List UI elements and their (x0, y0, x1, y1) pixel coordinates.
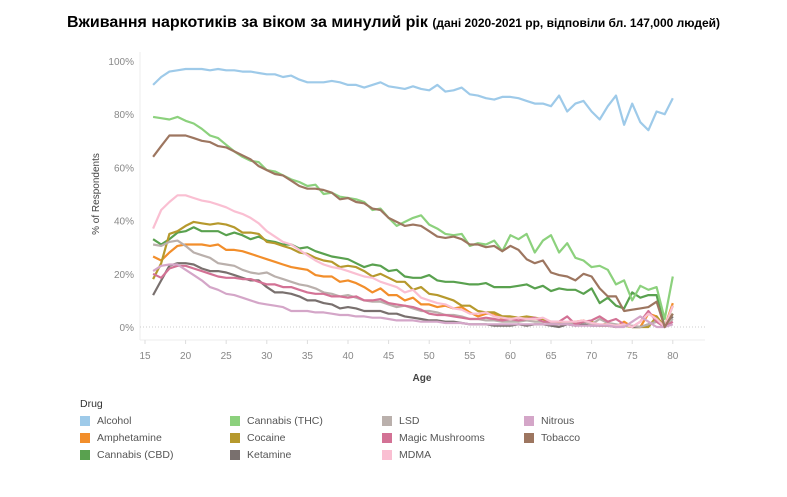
x-tick-label: 15 (139, 351, 151, 362)
x-tick-label: 55 (464, 351, 476, 362)
x-tick-label: 20 (180, 351, 192, 362)
legend-label: Magic Mushrooms (399, 431, 485, 444)
legend-item[interactable]: Magic Mushrooms (382, 431, 524, 444)
x-tick-label: 50 (424, 351, 436, 362)
legend-swatch (230, 415, 240, 426)
legend-item[interactable]: LSD (382, 414, 524, 427)
legend-label: Cannabis (THC) (247, 414, 323, 427)
series-line-lsd (152, 239, 674, 329)
legend-item[interactable]: Alcohol (80, 414, 230, 427)
x-tick-label: 45 (383, 351, 395, 362)
series-line-amphetamine (152, 243, 674, 329)
x-tick-label: 40 (342, 351, 354, 362)
x-tick-label: 30 (261, 351, 273, 362)
legend: Drug Alcohol Cannabis (THC) LSD Nitrous Amph… (80, 398, 644, 461)
legend-label: Nitrous (541, 414, 575, 427)
legend-item[interactable]: Tobacco (524, 431, 644, 444)
legend-label: Cannabis (CBD) (97, 448, 174, 461)
legend-swatch (524, 432, 534, 443)
x-tick-label: 60 (505, 351, 517, 362)
x-tick-label: 35 (302, 351, 314, 362)
x-tick-label: 25 (221, 351, 233, 362)
legend-item[interactable]: Cannabis (THC) (230, 414, 382, 427)
legend-swatch (80, 415, 90, 426)
y-tick-label: 80% (114, 110, 134, 121)
x-tick-label: 65 (545, 351, 557, 362)
x-axis-label: Age (413, 373, 432, 384)
legend-swatch (230, 432, 240, 443)
legend-item[interactable]: Amphetamine (80, 431, 230, 444)
series-line-mdma (152, 194, 674, 329)
legend-swatch (382, 432, 392, 443)
line-chart: 0% 20% 40% 60% 80% 100% 15 20 25 30 35 40 45 50 55 60 6… (91, 52, 705, 384)
legend-item[interactable]: Nitrous (524, 414, 644, 427)
series-line-tobacco (152, 134, 674, 329)
y-axis-label: % of Respondents (91, 153, 102, 235)
legend-label: Alcohol (97, 414, 132, 427)
series-line-cannabis-cbd (152, 226, 674, 329)
y-tick-label: 100% (108, 57, 134, 68)
legend-label: Ketamine (247, 448, 292, 461)
legend-swatch (524, 415, 534, 426)
legend-item[interactable]: MDMA (382, 448, 524, 461)
y-tick-label: 60% (114, 163, 134, 174)
legend-item[interactable]: Cocaine (230, 431, 382, 444)
chart-title: Вживання наркотиків за віком за минулий … (0, 14, 787, 32)
x-tick-label: 75 (627, 351, 639, 362)
legend-item[interactable]: Cannabis (CBD) (80, 448, 230, 461)
chart-title-main: Вживання наркотиків за віком за минулий … (66, 14, 428, 31)
legend-title: Drug (80, 398, 103, 410)
legend-swatch (80, 449, 90, 460)
x-tick-label: 70 (586, 351, 598, 362)
series-line-alcohol (152, 67, 674, 132)
legend-item[interactable]: Ketamine (230, 448, 382, 461)
legend-label: MDMA (399, 448, 432, 461)
series-line-nitrous (152, 263, 674, 329)
legend-swatch (80, 432, 90, 443)
chart-title-sub: (дані 2020-2021 рр, відповіли бл. 147,00… (432, 16, 721, 30)
y-tick-label: 20% (114, 270, 134, 281)
legend-label: Cocaine (247, 431, 286, 444)
legend-swatch (382, 415, 392, 426)
legend-swatch (230, 449, 240, 460)
legend-label: Amphetamine (97, 431, 162, 444)
legend-label: Tobacco (541, 431, 581, 444)
y-tick-label: 0% (120, 323, 135, 334)
y-tick-label: 40% (114, 217, 134, 228)
legend-label: LSD (399, 414, 420, 427)
x-tick-label: 80 (667, 351, 679, 362)
legend-swatch (382, 449, 392, 460)
